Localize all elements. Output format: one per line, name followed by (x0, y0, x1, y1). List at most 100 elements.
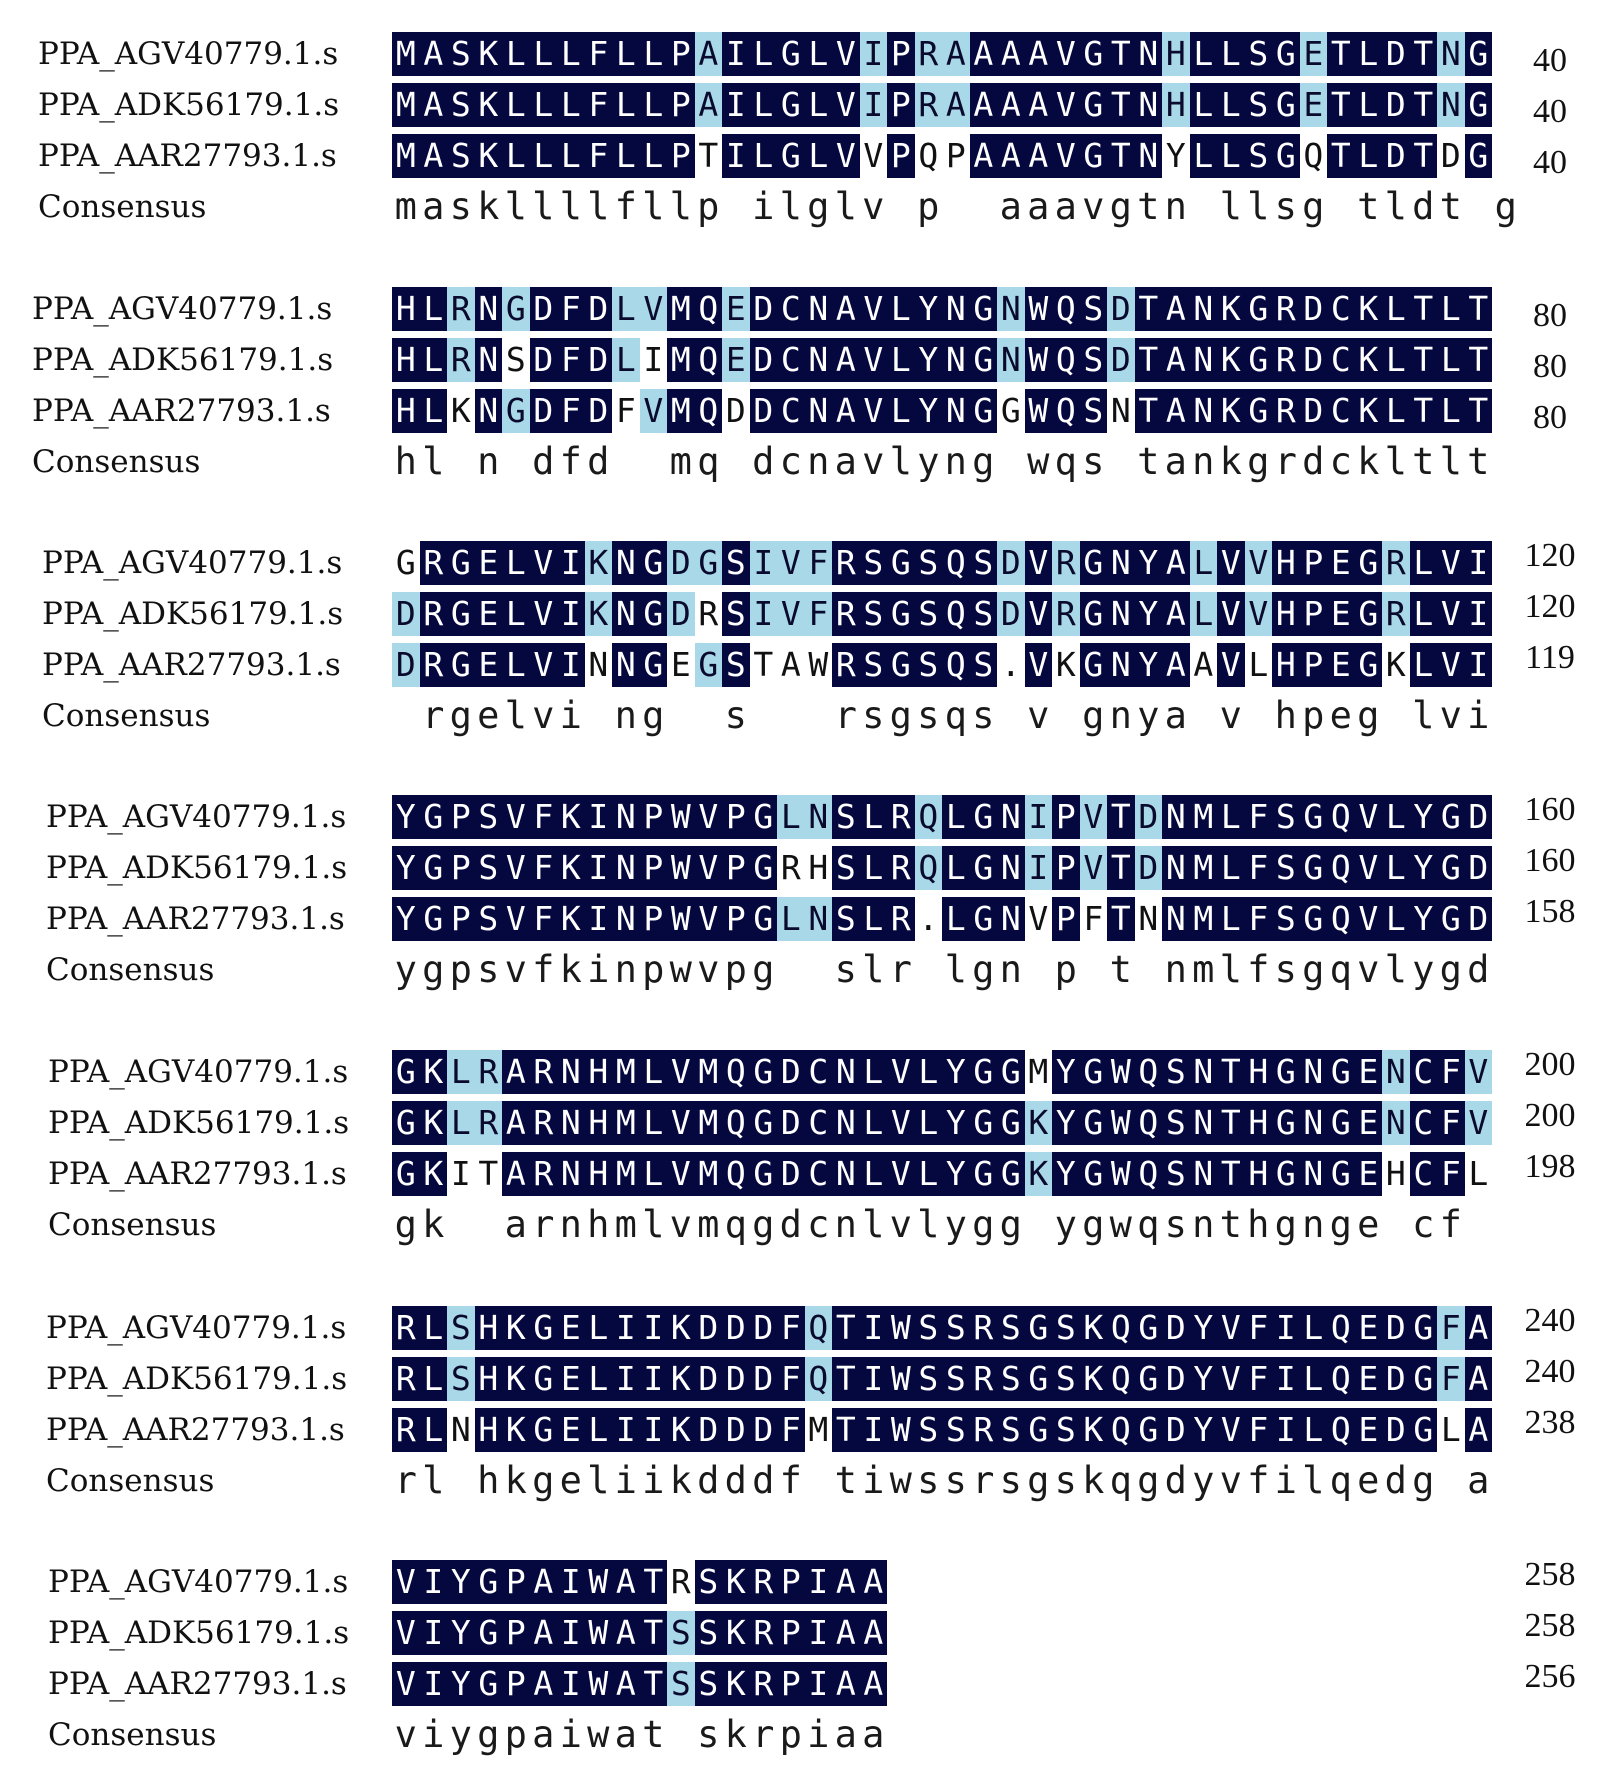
residue: D (1299, 338, 1327, 382)
consensus-residue: g (449, 694, 472, 737)
residue: D (749, 1408, 777, 1452)
residue: D (777, 1152, 805, 1196)
residue: A (1162, 592, 1190, 636)
residue: I (557, 592, 585, 636)
consensus-residue: v (862, 185, 885, 228)
residue: G (749, 1152, 777, 1196)
consensus-residue: s (1274, 948, 1297, 991)
residue: S (914, 1306, 942, 1350)
consensus-residue: g (1329, 1203, 1352, 1246)
consensus-residue (1052, 692, 1080, 740)
consensus-residue: k (1357, 440, 1380, 483)
residue: Y (914, 338, 942, 382)
position-number: 240 (1524, 1302, 1576, 1339)
residue: N (612, 541, 640, 585)
residue: L (749, 83, 777, 127)
residue: D (1162, 1357, 1190, 1401)
residue: D (749, 1357, 777, 1401)
residue: S (1244, 32, 1272, 76)
residue: G (1244, 338, 1272, 382)
residue: A (529, 1611, 557, 1655)
residue: D (694, 1357, 722, 1401)
residue: Q (804, 1306, 832, 1350)
residue: K (474, 83, 502, 127)
residue: L (804, 134, 832, 178)
position-number: 160 (1524, 791, 1576, 828)
residue: L (639, 83, 667, 127)
residue: L (502, 32, 530, 76)
residue: V (887, 1050, 915, 1094)
residue: S (997, 1306, 1025, 1350)
residue: E (1354, 1050, 1382, 1094)
residue: L (914, 1101, 942, 1145)
consensus-residue: l (422, 440, 445, 483)
residue: N (1299, 1152, 1327, 1196)
consensus-residue: s (1054, 1459, 1077, 1502)
residue: I (557, 1560, 585, 1604)
consensus-residue: a (999, 185, 1022, 228)
residue: G (502, 389, 530, 433)
consensus-residue (475, 1201, 503, 1249)
residue: N (1299, 1101, 1327, 1145)
residue: V (1217, 1408, 1245, 1452)
consensus-residue: g (972, 440, 995, 483)
consensus-residue: n (1302, 1203, 1325, 1246)
residue: N (1107, 592, 1135, 636)
residue: K (722, 1611, 750, 1655)
residue: L (447, 1050, 475, 1094)
consensus-residue: d (587, 440, 610, 483)
residue: I (419, 1611, 447, 1655)
sequence-label: PPA_ADK56179.1.s (46, 850, 348, 886)
residue: H (1385, 1154, 1406, 1193)
residue: F (804, 541, 832, 585)
residue: L (887, 338, 915, 382)
residue: N (942, 287, 970, 331)
residue: W (584, 1560, 612, 1604)
residue: T (1327, 134, 1355, 178)
consensus-residue: n (477, 440, 500, 483)
residue: G (1134, 1306, 1162, 1350)
residue: V (529, 643, 557, 687)
residue: M (392, 32, 420, 76)
residue: R (749, 1611, 777, 1655)
residue: P (722, 846, 750, 890)
residue: Q (1107, 1408, 1135, 1452)
consensus-residue: g (999, 1203, 1022, 1246)
residue: N (1134, 83, 1162, 127)
residue: I (584, 846, 612, 890)
residue: D (584, 338, 612, 382)
consensus-residue: q (697, 440, 720, 483)
residue: H (474, 1306, 502, 1350)
residue: I (859, 83, 887, 127)
residue: L (1299, 1357, 1327, 1401)
residue: T (1409, 287, 1437, 331)
residue: Q (804, 1357, 832, 1401)
residue: G (1079, 1152, 1107, 1196)
consensus-residue: k (477, 185, 500, 228)
residue: A (997, 32, 1025, 76)
residue: L (1217, 846, 1245, 890)
consensus-residue: v (697, 948, 720, 991)
residue: P (447, 846, 475, 890)
consensus-residue: m (669, 440, 692, 483)
residue: C (804, 1050, 832, 1094)
residue: V (1024, 643, 1052, 687)
residue: P (887, 83, 915, 127)
consensus-residue (805, 1457, 833, 1505)
residue: N (1134, 32, 1162, 76)
residue: F (1244, 1306, 1272, 1350)
consensus-residue: s (944, 1459, 967, 1502)
residue: S (914, 592, 942, 636)
consensus-residue: t (1219, 1203, 1242, 1246)
consensus-residue: r (834, 694, 857, 737)
residue: G (777, 32, 805, 76)
residue: C (1409, 1101, 1437, 1145)
residue: M (1189, 795, 1217, 839)
residue: G (392, 1101, 420, 1145)
residue: V (777, 541, 805, 585)
